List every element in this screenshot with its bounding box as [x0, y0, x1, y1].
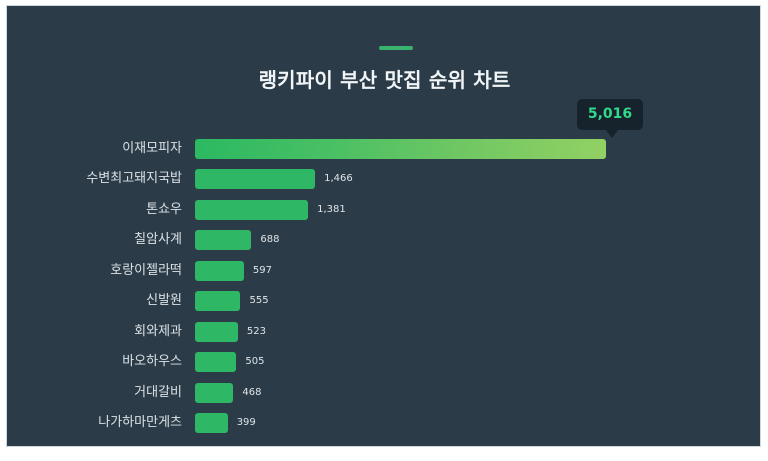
bar-row[interactable]: 칠암사계 688	[7, 227, 760, 253]
bar-fill[interactable]	[195, 352, 237, 373]
bar-track: 1,381	[195, 197, 755, 223]
bar-track: 468	[195, 380, 755, 406]
bar-row[interactable]: 회와제과 523	[7, 319, 760, 345]
bar-track	[195, 136, 755, 162]
bar-row[interactable]: 나가하마만게츠 399	[7, 410, 760, 436]
bar-fill[interactable]	[195, 230, 252, 251]
bar-track: 505	[195, 349, 755, 375]
bar-category-label: 톤쇼우	[146, 201, 182, 217]
bar-track: 688	[195, 227, 755, 253]
bar-fill[interactable]	[195, 169, 316, 190]
bar-value-label: 505	[245, 356, 265, 368]
bar-category-label: 바오하우스	[122, 354, 182, 370]
bar-row[interactable]: 톤쇼우 1,381	[7, 197, 760, 223]
bar-value-label: 555	[249, 295, 269, 307]
bar-fill[interactable]	[195, 139, 606, 159]
bar-track: 1,466	[195, 166, 755, 192]
value-tooltip: 5,016	[577, 99, 643, 138]
bar-fill[interactable]	[195, 260, 244, 281]
bar-track: 597	[195, 258, 755, 284]
bar-track: 555	[195, 288, 755, 314]
bar-row[interactable]: 이재모피자	[7, 136, 760, 162]
bar-category-label: 호랑이젤라떡	[110, 262, 182, 278]
bar-track: 399	[195, 410, 755, 436]
bar-category-label: 나가하마만게츠	[98, 415, 182, 431]
bar-row[interactable]: 바오하우스 505	[7, 349, 760, 375]
bar-fill[interactable]	[195, 413, 228, 434]
bar-track: 523	[195, 319, 755, 345]
bar-value-label: 1,466	[324, 173, 353, 185]
bar-value-label: 399	[236, 417, 256, 429]
bar-fill[interactable]	[195, 199, 309, 220]
bar-value-label: 597	[252, 264, 272, 276]
bar-category-label: 이재모피자	[122, 141, 182, 156]
bar-category-label: 회와제과	[134, 323, 182, 339]
bar-row[interactable]: 신발원 555	[7, 288, 760, 314]
bar-value-label: 1,381	[317, 203, 346, 215]
bar-category-label: 칠암사계	[134, 232, 182, 248]
tooltip-pointer-icon	[605, 129, 619, 138]
bar-category-label: 신발원	[146, 293, 182, 309]
bar-category-label: 거대갈비	[134, 384, 182, 400]
bar-fill[interactable]	[195, 291, 241, 312]
bar-fill[interactable]	[195, 321, 238, 342]
bar-category-label: 수변최고돼지국밥	[86, 171, 182, 187]
bar-row[interactable]: 호랑이젤라떡 597	[7, 258, 760, 284]
page-title: 랭키파이 부산 맛집 순위 차트	[258, 68, 511, 92]
bar-row[interactable]: 거대갈비 468	[7, 380, 760, 406]
bar-value-label: 523	[246, 325, 266, 337]
bar-value-label: 688	[260, 234, 280, 246]
bar-value-label: 468	[242, 386, 262, 398]
title-accent-bar	[379, 46, 413, 50]
bar-row[interactable]: 수변최고돼지국밥 1,466	[7, 166, 760, 192]
bar-fill[interactable]	[195, 382, 234, 403]
tooltip-value-label: 5,016	[587, 106, 633, 122]
